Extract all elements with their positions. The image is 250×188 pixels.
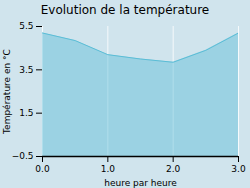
- svg-text:−0.5: −0.5: [12, 151, 34, 161]
- html-text:Evolution de la température: Evolution de la température: [40, 3, 210, 17]
- svg-text:3.5: 3.5: [19, 65, 33, 75]
- svg-text:2.0: 2.0: [166, 164, 181, 174]
- svg-text:0.0: 0.0: [35, 164, 50, 174]
- svg-text:5.5: 5.5: [19, 21, 33, 31]
- svg-text:heure par heure: heure par heure: [104, 178, 177, 188]
- svg-text:1.5: 1.5: [19, 108, 33, 118]
- svg-text:1.0: 1.0: [101, 164, 116, 174]
- svg-text:3.0: 3.0: [231, 164, 246, 174]
- svg-text:Température en °C: Température en °C: [2, 49, 12, 135]
